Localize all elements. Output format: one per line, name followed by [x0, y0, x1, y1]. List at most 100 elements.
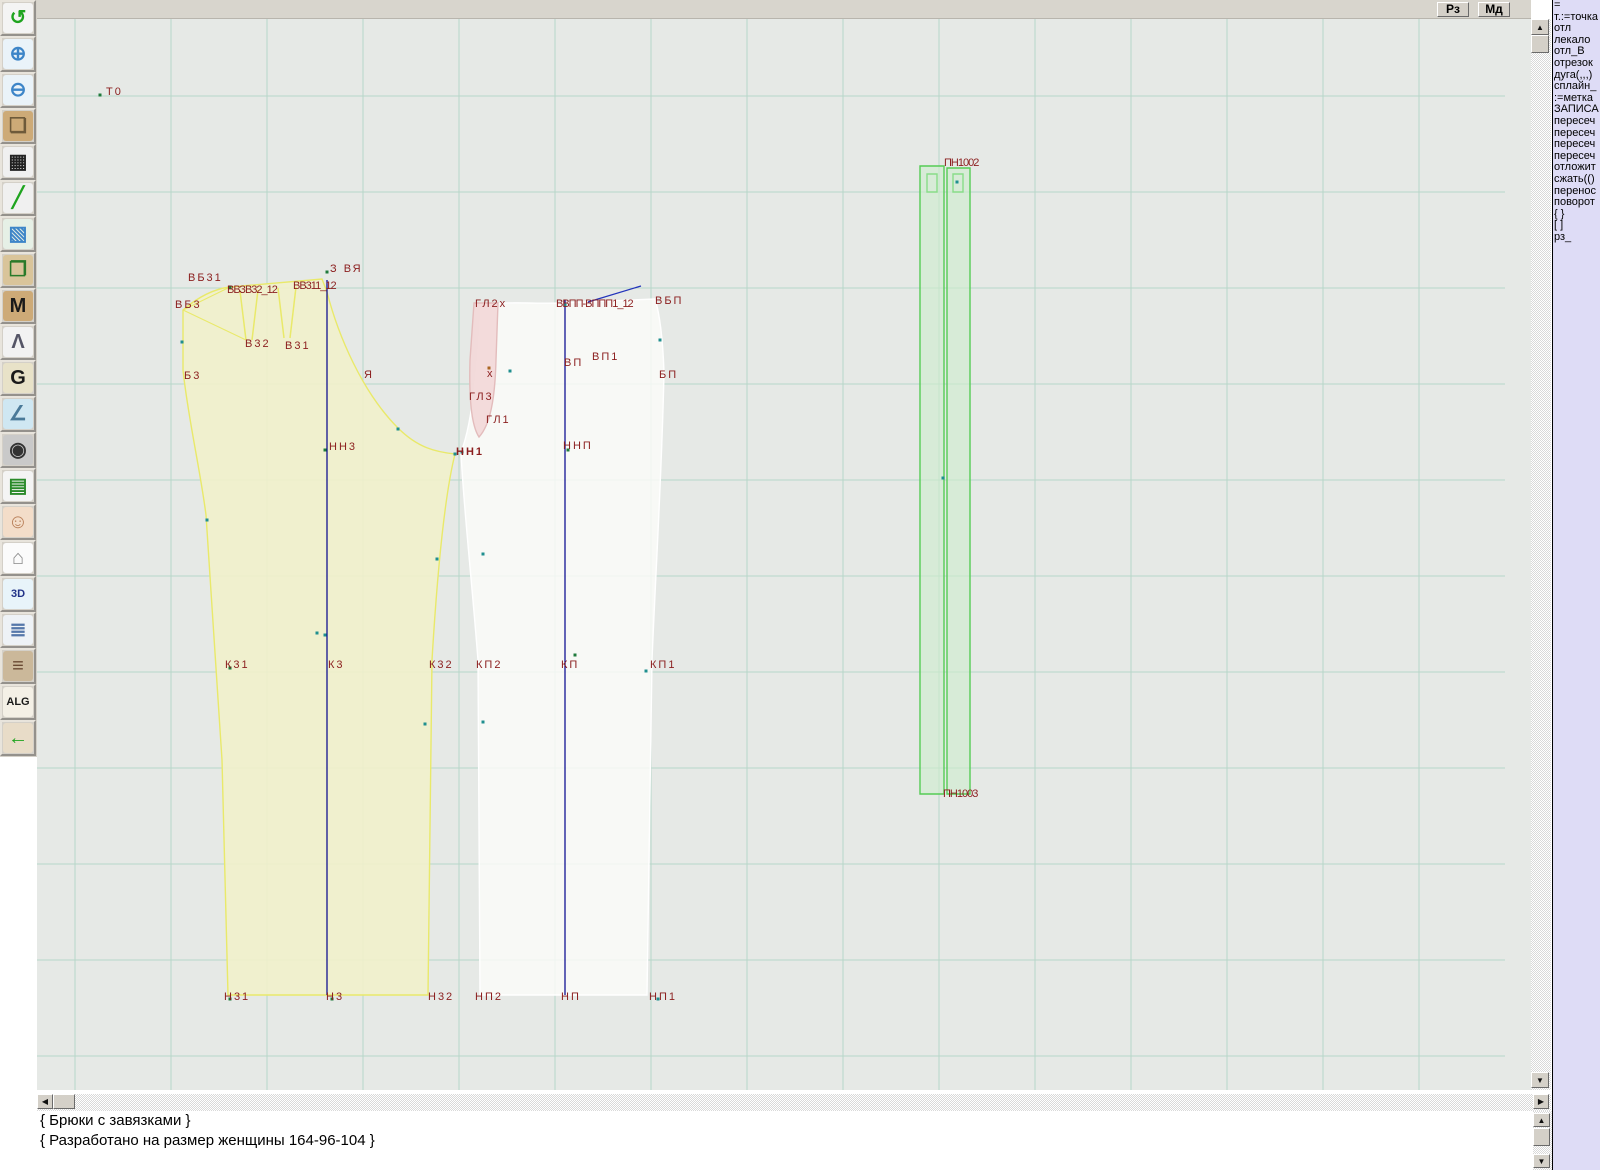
drawing-canvas[interactable]: Т0 ВБ31 ВВЗВ32_12 ВВ311_12 З ВЯ ВБ3 В32 В31 Б3 Я Н… [37, 19, 1531, 1090]
command-item-4[interactable]: отл_В [1554, 45, 1585, 58]
tie-notch-right[interactable] [952, 173, 964, 193]
command-item-16[interactable]: перенос [1554, 184, 1597, 197]
console-scroll-down-icon[interactable]: ▼ [1533, 1154, 1550, 1168]
pattern-drawing: Т0 ВБ31 ВВЗВ32_12 ВВ311_12 З ВЯ ВБ3 В32 В31 Б3 Я Н… [37, 19, 1505, 1090]
vertical-scroll-thumb[interactable] [1531, 35, 1549, 53]
pattern-point[interactable] [323, 448, 327, 452]
ruler-button[interactable]: ∠ [0, 396, 36, 432]
pattern-g-button[interactable]: G [0, 360, 36, 396]
pattern-point[interactable] [487, 366, 491, 370]
undo-button[interactable]: ↺ [0, 0, 36, 36]
command-item-0[interactable]: = [1554, 0, 1561, 11]
pattern-point[interactable] [228, 997, 232, 1001]
pattern-point[interactable] [656, 997, 660, 1001]
3d-button[interactable]: 3D [0, 576, 36, 612]
tie-notch-left[interactable] [926, 173, 938, 193]
pattern-point[interactable] [955, 180, 959, 184]
md-button[interactable]: Мд [1478, 2, 1510, 17]
text-list-button[interactable]: ≣ [0, 612, 36, 648]
pattern-point[interactable] [315, 631, 319, 635]
command-item-20[interactable]: рз_ [1554, 230, 1572, 243]
pattern-point[interactable] [658, 338, 662, 342]
pattern-point[interactable] [228, 285, 232, 289]
pattern-point[interactable] [573, 653, 577, 657]
scroll-right-icon[interactable]: ▶ [1533, 1094, 1549, 1109]
command-item-6[interactable]: дуга(,,,) [1554, 68, 1593, 81]
command-item-17[interactable]: поворот [1554, 196, 1595, 209]
pattern-point[interactable] [566, 448, 570, 452]
scroll-up-icon[interactable]: ▲ [1531, 19, 1549, 35]
view-piece-button[interactable]: ❏ [0, 108, 36, 144]
pattern-point[interactable] [228, 666, 232, 670]
garment-button[interactable]: ⌂ [0, 540, 36, 576]
command-item-13[interactable]: пересеч [1554, 149, 1596, 162]
canvas-horizontal-scrollbar[interactable]: ◀ ▶ [37, 1094, 1551, 1111]
pattern-point[interactable] [453, 452, 457, 456]
pattern-point[interactable] [180, 340, 184, 344]
command-item-3[interactable]: лекало [1554, 33, 1591, 46]
pattern-m-button[interactable]: M [0, 288, 36, 324]
pattern-point[interactable] [98, 93, 102, 97]
console-vertical-scrollbar[interactable]: ▲ ▼ [1533, 1111, 1552, 1170]
drafting-compass-button[interactable]: Λ [0, 324, 36, 360]
pattern-point[interactable] [396, 427, 400, 431]
rz-button[interactable]: Рз [1437, 2, 1469, 17]
command-item-2[interactable]: отл [1554, 22, 1572, 35]
pattern-point[interactable] [330, 997, 334, 1001]
console-scroll-thumb[interactable] [1533, 1128, 1550, 1146]
console-scroll-up-icon[interactable]: ▲ [1533, 1113, 1550, 1127]
pattern-point[interactable] [460, 450, 464, 454]
horizontal-scroll-thumb[interactable] [53, 1094, 75, 1109]
zoom-out-icon: ⊖ [3, 75, 33, 105]
program-console[interactable]: { Брюки с завязками } { Разработано на р… [0, 1111, 1533, 1170]
command-item-1[interactable]: т.:=точка [1554, 10, 1599, 23]
books-button[interactable]: ≡ [0, 648, 36, 684]
back-piece[interactable] [182, 278, 456, 996]
pattern-point[interactable] [325, 270, 329, 274]
pattern-point[interactable] [941, 476, 945, 480]
pattern-point[interactable] [644, 669, 648, 673]
portrait-button[interactable]: ☺ [0, 504, 36, 540]
pattern-point[interactable] [323, 633, 327, 637]
grid-button[interactable]: ▦ [0, 144, 36, 180]
command-item-5[interactable]: отрезок [1554, 56, 1593, 69]
command-item-18[interactable]: { } [1554, 207, 1565, 220]
front-piece[interactable] [460, 298, 665, 996]
alg-button[interactable]: ALG [0, 684, 36, 720]
pattern-point[interactable] [435, 557, 439, 561]
command-item-11[interactable]: пересеч [1554, 126, 1596, 139]
segment-button[interactable]: ╱ [0, 180, 36, 216]
pattern-point[interactable] [423, 722, 427, 726]
canvas-vertical-scrollbar[interactable]: ▲ ▼ [1531, 19, 1551, 1090]
tie-piece-right[interactable] [946, 167, 971, 795]
top-strip: Рз Мд [37, 0, 1531, 19]
point-label: ГЛ3 [469, 391, 494, 403]
zoom-in-button[interactable]: ⊕ [0, 36, 36, 72]
pattern-point[interactable] [205, 518, 209, 522]
scroll-down-icon[interactable]: ▼ [1531, 1072, 1549, 1088]
waist-aux-1 [182, 309, 247, 341]
command-item-15[interactable]: сжать(() [1554, 172, 1595, 185]
gusset-piece[interactable] [469, 302, 499, 439]
point-label: ННП [563, 440, 593, 452]
command-item-14[interactable]: отложит [1554, 161, 1596, 174]
camera-button[interactable]: ◉ [0, 432, 36, 468]
command-item-12[interactable]: пересеч [1554, 138, 1596, 151]
command-item-9[interactable]: ЗАПИСА [1554, 103, 1599, 116]
segment-icon: ╱ [3, 183, 33, 213]
command-item-7[interactable]: сплайн_ [1554, 80, 1597, 93]
pattern-point[interactable] [563, 303, 567, 307]
pattern-point[interactable] [481, 720, 485, 724]
command-item-8[interactable]: :=метка [1554, 91, 1594, 104]
scroll-left-icon[interactable]: ◀ [37, 1094, 53, 1109]
command-item-19[interactable]: [ ] [1554, 219, 1564, 232]
zoom-out-button[interactable]: ⊖ [0, 72, 36, 108]
spreadsheet-button[interactable]: ▤ [0, 468, 36, 504]
pattern-point[interactable] [481, 552, 485, 556]
picture-button[interactable]: ▧ [0, 216, 36, 252]
pattern-point[interactable] [508, 369, 512, 373]
tie-piece-left[interactable] [919, 165, 945, 795]
pattern-piece-button[interactable]: ❐ [0, 252, 36, 288]
exit-button[interactable]: ← [0, 720, 36, 756]
command-item-10[interactable]: пересеч [1554, 114, 1596, 127]
